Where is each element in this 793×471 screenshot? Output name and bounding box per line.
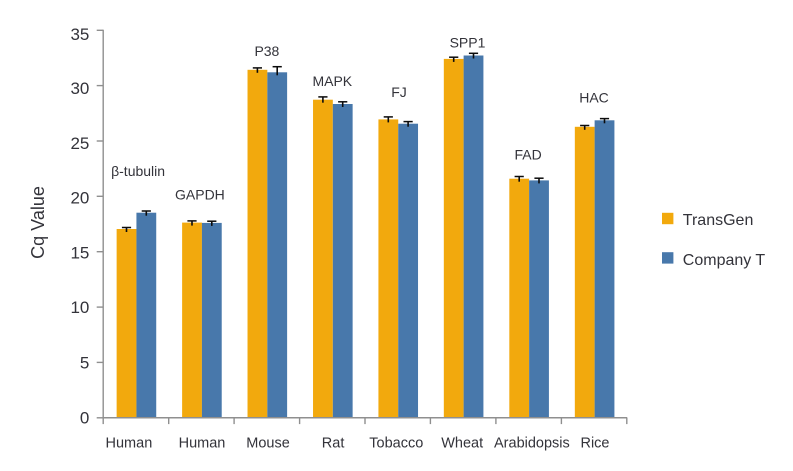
svg-text:GAPDH: GAPDH [175,186,225,202]
svg-text:5: 5 [80,354,89,373]
svg-text:Rat: Rat [322,436,345,452]
svg-text:Mouse: Mouse [246,436,290,452]
svg-text:HAC: HAC [579,90,609,106]
svg-text:FJ: FJ [391,84,407,100]
svg-text:TransGen: TransGen [683,212,754,229]
svg-text:15: 15 [70,243,89,262]
svg-text:0: 0 [80,408,89,427]
svg-text:FAD: FAD [514,146,541,162]
svg-text:35: 35 [70,25,89,44]
svg-text:Wheat: Wheat [441,436,483,452]
svg-text:Tobacco: Tobacco [369,436,423,452]
svg-text:Rice: Rice [580,436,609,452]
svg-text:30: 30 [70,79,89,98]
svg-text:β-tubulin: β-tubulin [111,163,165,179]
svg-text:25: 25 [70,134,89,153]
svg-text:Human: Human [106,436,153,452]
svg-text:10: 10 [70,298,89,317]
svg-text:P38: P38 [254,43,279,59]
svg-text:Cq Value: Cq Value [28,186,48,259]
svg-text:MAPK: MAPK [312,73,352,89]
svg-text:Company T: Company T [683,252,766,269]
svg-text:Human: Human [179,436,226,452]
svg-text:20: 20 [70,188,89,207]
svg-text:Arabidopsis: Arabidopsis [494,436,570,452]
svg-text:SPP1: SPP1 [450,35,486,51]
